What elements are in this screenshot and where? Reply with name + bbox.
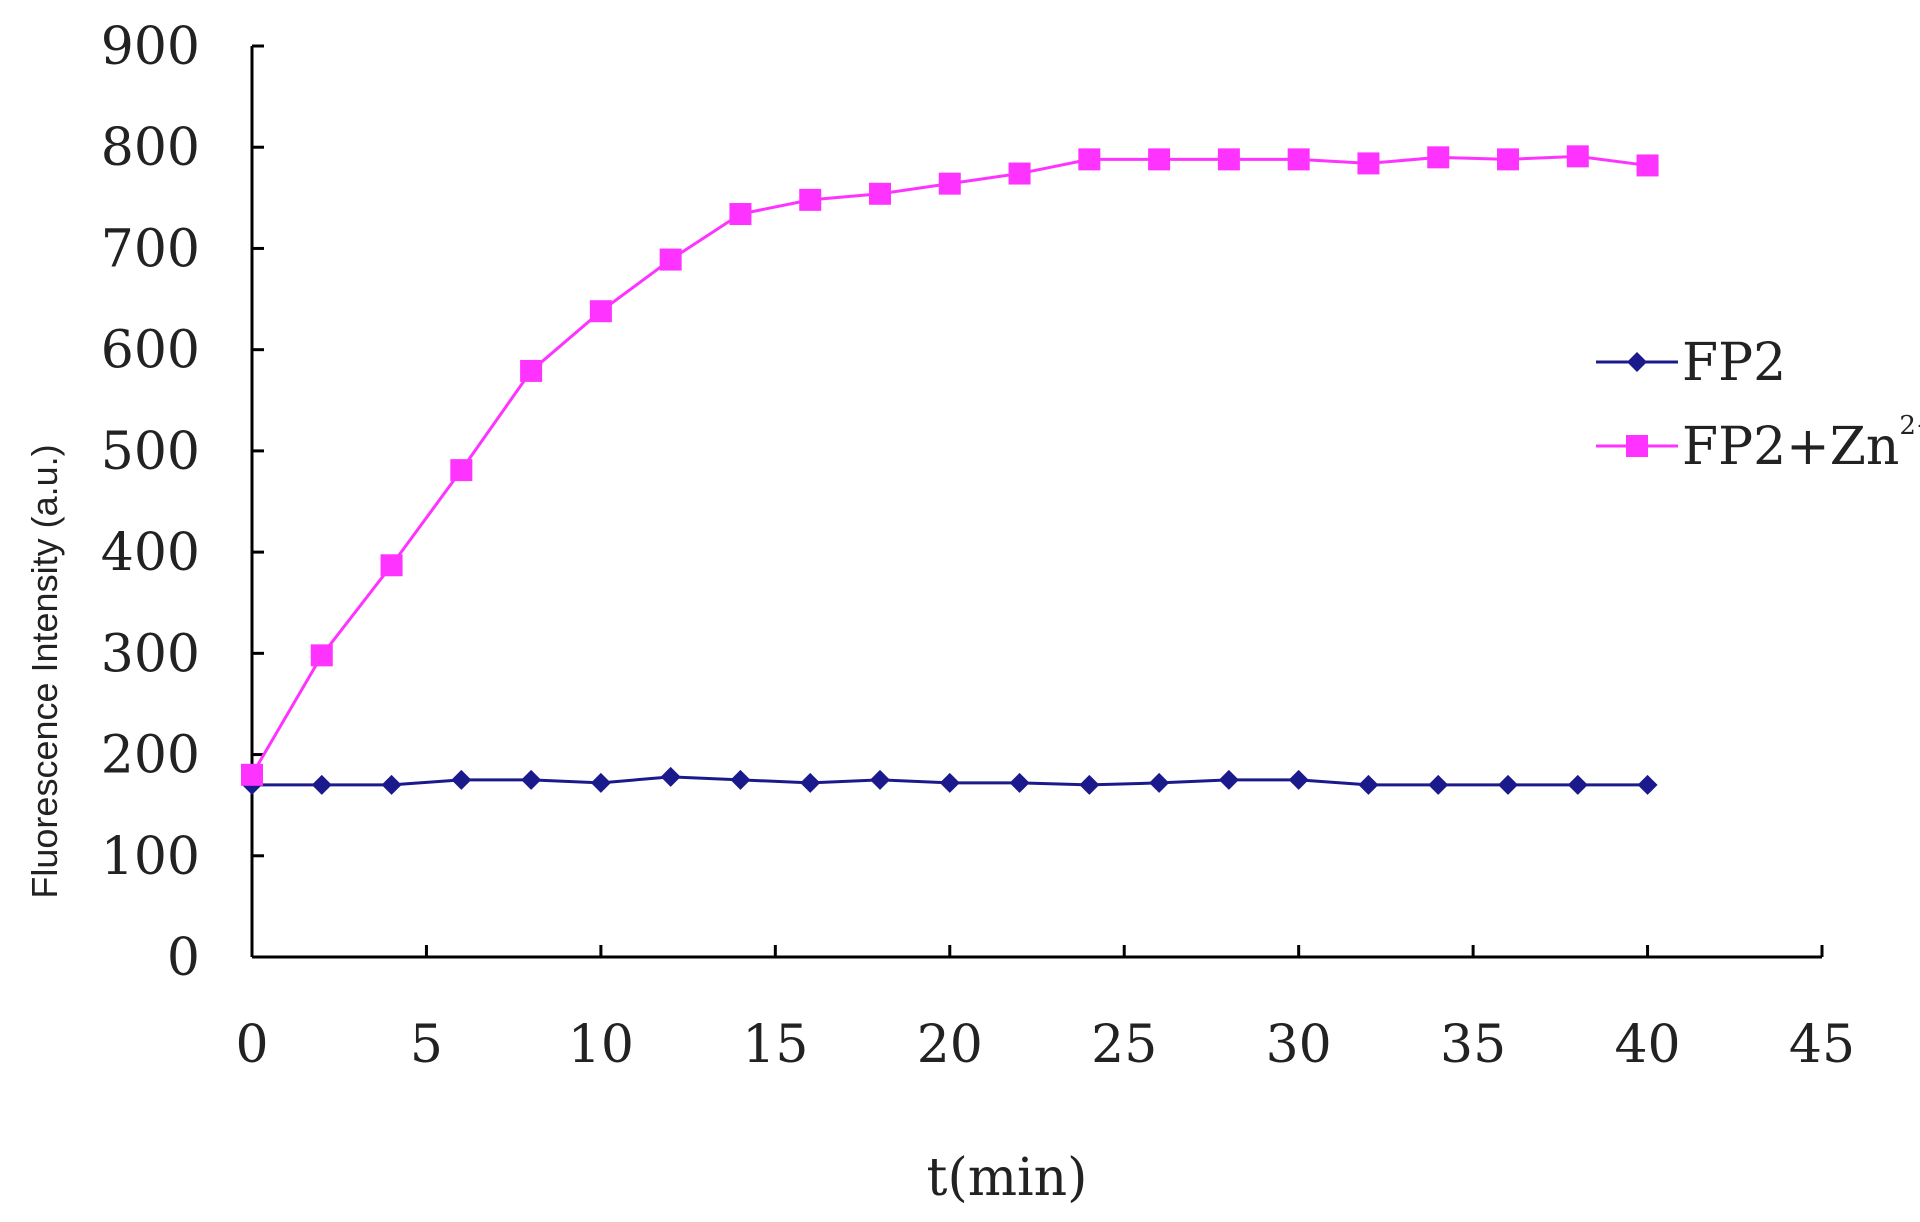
y-axis-title: Fluorescence Intensity (a.u.) [24,444,65,898]
y-axis-ticks: 0 100 200 300 400 500 600 700 800 900 [101,17,264,988]
data-point [1497,148,1519,171]
data-point [939,772,960,793]
data-point [1636,154,1659,177]
y-tick-label: 800 [101,118,200,178]
data-point [659,248,682,271]
x-tick-label: 30 [1266,1015,1332,1075]
y-tick-label: 0 [167,928,200,988]
legend: FP2 FP2+Zn2+ [1596,333,1920,477]
data-point [729,203,752,226]
legend-label: FP2+Zn2+ [1682,411,1920,477]
data-point [1218,769,1239,790]
data-point [1078,148,1101,171]
x-tick-label: 25 [1091,1015,1157,1075]
data-point [310,644,333,667]
data-point [1498,774,1518,795]
series-fp2 [242,766,1658,795]
data-point [1357,152,1380,175]
legend-marker [1626,435,1648,457]
data-point [1358,774,1379,795]
x-tick-label: 0 [235,1015,268,1075]
data-point [1148,148,1171,171]
data-point [1079,774,1100,795]
y-tick-label: 500 [101,422,200,482]
y-tick-label: 300 [101,624,200,684]
legend-item: FP2+Zn2+ [1596,411,1920,477]
data-point [451,769,472,790]
legend-item: FP2 [1596,333,1786,393]
data-point [1288,769,1309,790]
data-point [590,772,611,793]
y-tick-label: 400 [101,523,200,583]
data-point [1008,162,1031,185]
data-point [589,300,612,323]
legend-superscript: 2+ [1899,411,1920,441]
legend-marker [1627,352,1647,372]
y-tick-label: 200 [101,726,200,786]
data-point [730,769,751,790]
x-tick-label: 20 [917,1015,983,1075]
data-point [660,766,681,787]
data-point [938,172,961,195]
y-tick-label: 900 [101,17,200,77]
data-point [800,772,821,793]
data-point [380,554,403,577]
data-point [1149,772,1170,793]
data-point [520,359,543,382]
series-fp2-zn [241,145,1659,786]
x-tick-label: 5 [410,1015,443,1075]
data-point [311,774,332,795]
x-axis-ticks: 0 5 10 15 20 25 30 35 40 45 [235,945,1855,1075]
y-tick-label: 600 [101,321,200,381]
data-point [1217,148,1240,171]
data-point [869,182,891,205]
data-point [1428,774,1449,795]
x-tick-label: 40 [1614,1015,1680,1075]
data-point [1567,774,1588,795]
data-point [1566,145,1589,168]
x-tick-label: 10 [568,1015,634,1075]
x-axis-title: t(min) [927,1148,1088,1208]
series-layer [241,145,1659,795]
data-point [799,188,822,211]
data-point [521,769,542,790]
data-point [1287,148,1310,171]
data-point [381,774,402,795]
data-point [1009,772,1030,793]
x-tick-label: 35 [1440,1015,1506,1075]
data-point [450,459,473,482]
data-point [1637,774,1658,795]
data-point [1427,146,1450,169]
x-tick-label: 45 [1789,1015,1855,1075]
legend-label: FP2 [1682,333,1786,393]
data-point [870,769,890,790]
x-tick-label: 15 [742,1015,808,1075]
y-tick-label: 100 [101,827,200,887]
data-point [241,763,263,786]
y-tick-label: 700 [101,219,200,279]
